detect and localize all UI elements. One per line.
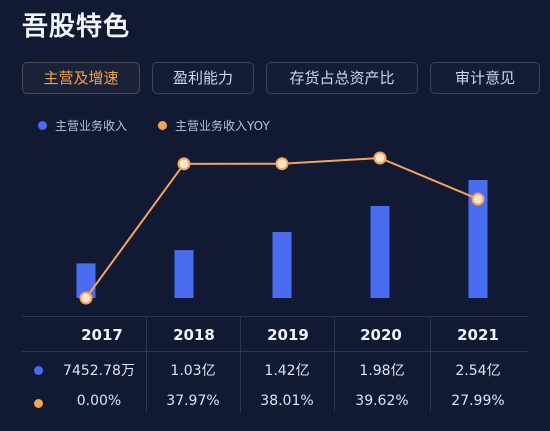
year-row: 2017 2018 2019 2020 2021 (22, 316, 528, 352)
tab-inventory-ratio[interactable]: 存货占总资产比 (266, 62, 418, 94)
yoy-point (373, 151, 387, 165)
revenue-value: 1.98亿 (359, 363, 405, 379)
revenue-bar (272, 232, 292, 298)
legend-item-revenue[interactable]: 主营业务收入 (38, 117, 127, 134)
yoy-row-dot-icon (34, 399, 43, 408)
year-cell: 2018 (173, 326, 215, 344)
column-divider (240, 316, 241, 412)
legend-label-yoy: 主营业务收入YOY (175, 119, 270, 133)
column-divider (430, 316, 431, 412)
revenue-value: 2.54亿 (455, 363, 501, 379)
revenue-bar (468, 180, 488, 298)
column-divider (146, 316, 147, 412)
yoy-value: 39.62% (355, 393, 409, 409)
revenue-value: 1.03亿 (170, 363, 216, 379)
revenue-legend-dot-icon (38, 121, 47, 130)
column-divider (334, 316, 335, 412)
yoy-point (275, 157, 289, 171)
revenue-bar (370, 206, 390, 298)
revenue-yoy-chart (76, 151, 488, 305)
year-cell: 2020 (360, 326, 402, 344)
tab-profitability[interactable]: 盈利能力 (152, 62, 254, 94)
revenue-value: 1.42亿 (264, 363, 310, 379)
tab-bar: 主营及增速 盈利能力 存货占总资产比 审计意见 (22, 62, 542, 96)
year-cell: 2021 (457, 326, 499, 344)
revenue-bar (174, 250, 194, 298)
page-title: 吾股特色 (22, 12, 131, 42)
yoy-point (79, 291, 93, 305)
yoy-legend-dot-icon (158, 121, 167, 130)
data-table: 2017 2018 2019 2020 2021 7452.78万 1.03亿 … (22, 316, 528, 416)
year-cell: 2019 (267, 326, 309, 344)
legend-label-revenue: 主营业务收入 (55, 119, 128, 133)
yoy-point (471, 192, 485, 206)
yoy-value: 37.97% (166, 393, 220, 409)
yoy-value: 27.99% (451, 393, 505, 409)
revenue-bar (76, 263, 96, 298)
legend-item-yoy[interactable]: 主营业务收入YOY (158, 117, 270, 134)
yoy-value: 38.01% (260, 393, 314, 409)
yoy-value: 0.00% (76, 393, 122, 409)
revenue-value: 7452.78万 (63, 363, 135, 379)
revenue-row-dot-icon (34, 366, 43, 375)
tab-audit-opinion[interactable]: 审计意见 (430, 62, 540, 94)
yoy-point (177, 157, 191, 171)
tab-revenue-growth[interactable]: 主营及增速 (22, 62, 140, 94)
year-cell: 2017 (81, 326, 123, 344)
